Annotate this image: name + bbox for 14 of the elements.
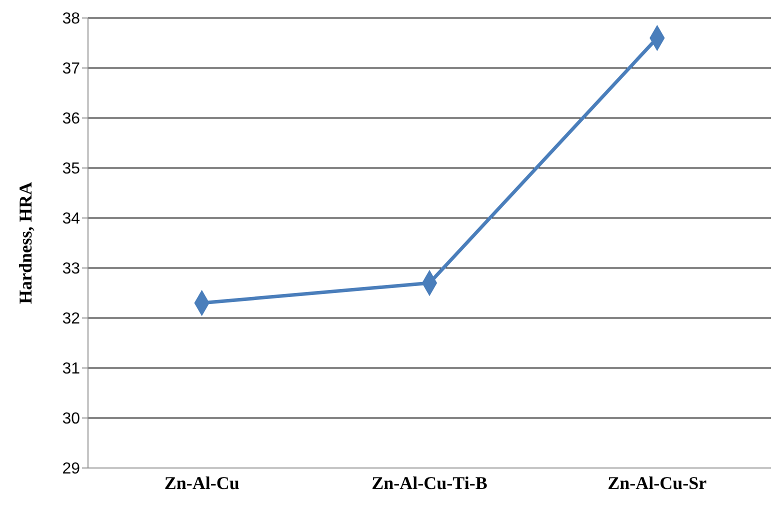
y-tick-label: 32 [62, 310, 80, 328]
y-tick-label: 36 [62, 110, 80, 128]
y-tick-label: 34 [62, 210, 80, 228]
x-tick-label: Zn-Al-Cu [164, 472, 240, 493]
x-tick-label: Zn-Al-Cu-Sr [608, 472, 707, 493]
y-tick-label: 31 [62, 360, 80, 378]
y-tick-label: 37 [62, 60, 80, 78]
y-tick-label: 33 [62, 260, 80, 278]
y-tick-label: 35 [62, 160, 80, 178]
y-tick-label: 29 [62, 460, 80, 478]
y-tick-label: 38 [62, 10, 80, 28]
y-axis-title: Hardness, HRA [15, 182, 36, 304]
x-tick-label: Zn-Al-Cu-Ti-B [372, 472, 488, 493]
y-tick-label: 30 [62, 410, 80, 428]
